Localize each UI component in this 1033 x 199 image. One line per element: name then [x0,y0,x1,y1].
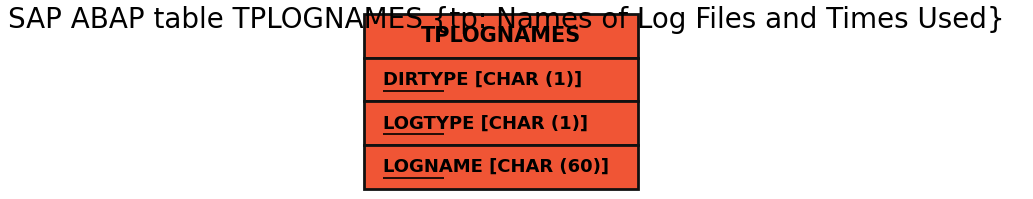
Text: LOGTYPE [CHAR (1)]: LOGTYPE [CHAR (1)] [382,114,588,132]
Bar [364,145,637,189]
Text: TPLOGNAMES: TPLOGNAMES [420,26,582,46]
Bar [364,101,637,145]
Text: LOGNAME [CHAR (60)]: LOGNAME [CHAR (60)] [382,158,608,176]
Text: SAP ABAP table TPLOGNAMES {tp: Names of Log Files and Times Used}: SAP ABAP table TPLOGNAMES {tp: Names of … [8,6,1005,34]
Bar [364,14,637,58]
Bar [364,58,637,101]
Text: DIRTYPE [CHAR (1)]: DIRTYPE [CHAR (1)] [382,71,582,89]
